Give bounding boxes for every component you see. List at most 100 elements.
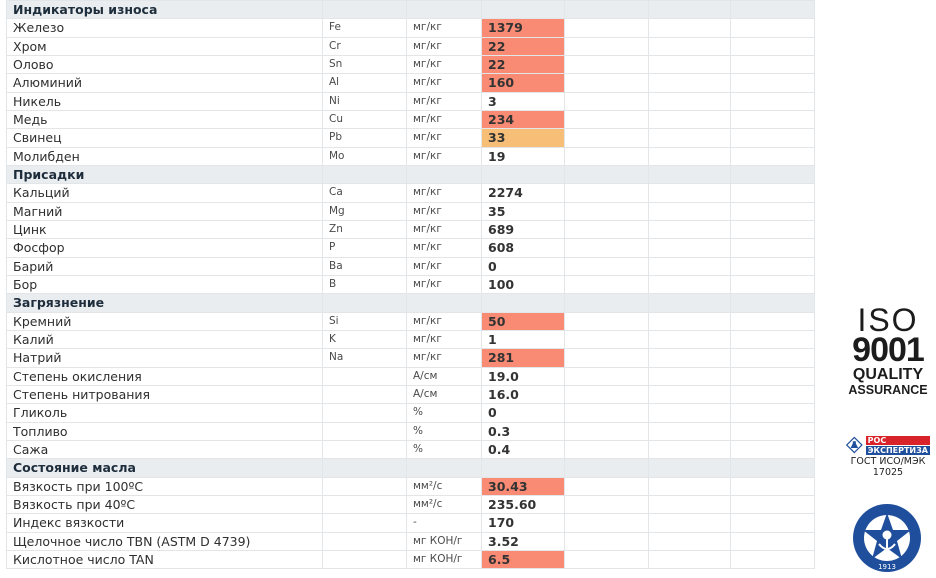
empty-cell — [730, 476, 815, 496]
section-header-cell — [564, 293, 649, 313]
element-symbol — [322, 403, 407, 423]
unit: мг/кг — [406, 36, 482, 56]
empty-cell — [648, 421, 731, 441]
unit: мг/кг — [406, 238, 482, 258]
empty-cell — [564, 128, 649, 148]
empty-cell — [648, 219, 731, 240]
result-value: 50 — [481, 311, 565, 331]
unit: мг/кг — [406, 183, 482, 203]
element-symbol: Fe — [322, 18, 407, 38]
empty-cell — [564, 219, 649, 240]
empty-cell — [730, 36, 815, 56]
empty-cell — [648, 91, 731, 111]
section-header-cell — [648, 293, 731, 313]
unit: мг/кг — [406, 91, 482, 111]
empty-cell — [730, 421, 815, 441]
parameter-name: Индекс вязкости — [6, 513, 323, 533]
table-row: Топливо% 0.3 — [6, 421, 815, 441]
empty-cell — [730, 128, 815, 148]
section-header-cell — [406, 458, 482, 478]
section-header-cell — [730, 293, 815, 313]
empty-cell — [564, 421, 649, 441]
empty-cell — [648, 73, 731, 93]
parameter-name: Степень нитрования — [6, 384, 323, 405]
empty-cell — [730, 238, 815, 258]
section-header-cell — [648, 458, 731, 478]
empty-cell — [730, 73, 815, 93]
empty-cell — [648, 403, 731, 423]
section-header-cell — [406, 0, 482, 20]
table-row: Гликоль% 0 — [6, 403, 815, 423]
empty-cell — [564, 18, 649, 38]
empty-cell — [730, 183, 815, 203]
result-value: 0 — [481, 256, 565, 276]
empty-cell — [564, 531, 649, 551]
empty-cell — [648, 146, 731, 166]
element-symbol: Mo — [322, 146, 407, 166]
result-value: 1 — [481, 329, 565, 350]
section-header-cell — [406, 164, 482, 185]
parameter-name: Топливо — [6, 421, 323, 441]
table-row: Никель Ni мг/кг 3 — [6, 91, 815, 111]
result-value: 281 — [481, 348, 565, 368]
empty-cell — [564, 256, 649, 276]
section-header-cell — [322, 164, 407, 185]
empty-cell — [564, 366, 649, 386]
table-row: Магний Mg мг/кг 35 — [6, 201, 815, 221]
empty-cell — [730, 494, 815, 515]
empty-cell — [648, 513, 731, 533]
result-value: 16.0 — [481, 384, 565, 405]
empty-cell — [730, 18, 815, 38]
unit: мг/кг — [406, 256, 482, 276]
empty-cell — [730, 403, 815, 423]
empty-cell — [564, 329, 649, 350]
empty-cell — [564, 146, 649, 166]
parameter-name: Хром — [6, 36, 323, 56]
section-header-row: Загрязнение — [6, 293, 815, 313]
table-row: Железо Fe мг/кг 1379 — [6, 18, 815, 38]
parameter-name: Степень окисления — [6, 366, 323, 386]
table-row: Медь Cu мг/кг 234 — [6, 109, 815, 130]
section-header-row: Присадки — [6, 164, 815, 185]
element-symbol: Ni — [322, 91, 407, 111]
empty-cell — [648, 311, 731, 331]
element-symbol — [322, 494, 407, 515]
result-value: 160 — [481, 73, 565, 93]
result-value: 19 — [481, 146, 565, 166]
empty-cell — [564, 348, 649, 368]
section-header-cell — [730, 0, 815, 20]
element-symbol: Ca — [322, 183, 407, 203]
empty-cell — [648, 109, 731, 130]
empty-cell — [648, 36, 731, 56]
parameter-name: Фосфор — [6, 238, 323, 258]
section-header-cell — [481, 164, 565, 185]
parameter-name: Сажа — [6, 439, 323, 460]
empty-cell — [564, 183, 649, 203]
element-symbol — [322, 439, 407, 460]
lab-flask-icon — [846, 436, 863, 454]
unit: мг/кг — [406, 128, 482, 148]
element-symbol: K — [322, 329, 407, 350]
result-value: 170 — [481, 513, 565, 533]
empty-cell — [730, 366, 815, 386]
unit: мг/кг — [406, 109, 482, 130]
unit: мг/кг — [406, 274, 482, 295]
result-value: 235.60 — [481, 494, 565, 515]
section-header-cell — [730, 458, 815, 478]
empty-cell — [648, 348, 731, 368]
unit: мм²/с — [406, 476, 482, 496]
empty-cell — [730, 146, 815, 166]
result-value: 3 — [481, 91, 565, 111]
section-header-cell — [481, 458, 565, 478]
result-value: 689 — [481, 219, 565, 240]
element-symbol — [322, 421, 407, 441]
empty-cell — [648, 18, 731, 38]
unit: % — [406, 421, 482, 441]
parameter-name: Медь — [6, 109, 323, 130]
section-header-cell — [648, 0, 731, 20]
element-symbol: Na — [322, 348, 407, 368]
parameter-name: Олово — [6, 54, 323, 75]
table-row: Барий Ba мг/кг 0 — [6, 256, 815, 276]
empty-cell — [564, 73, 649, 93]
